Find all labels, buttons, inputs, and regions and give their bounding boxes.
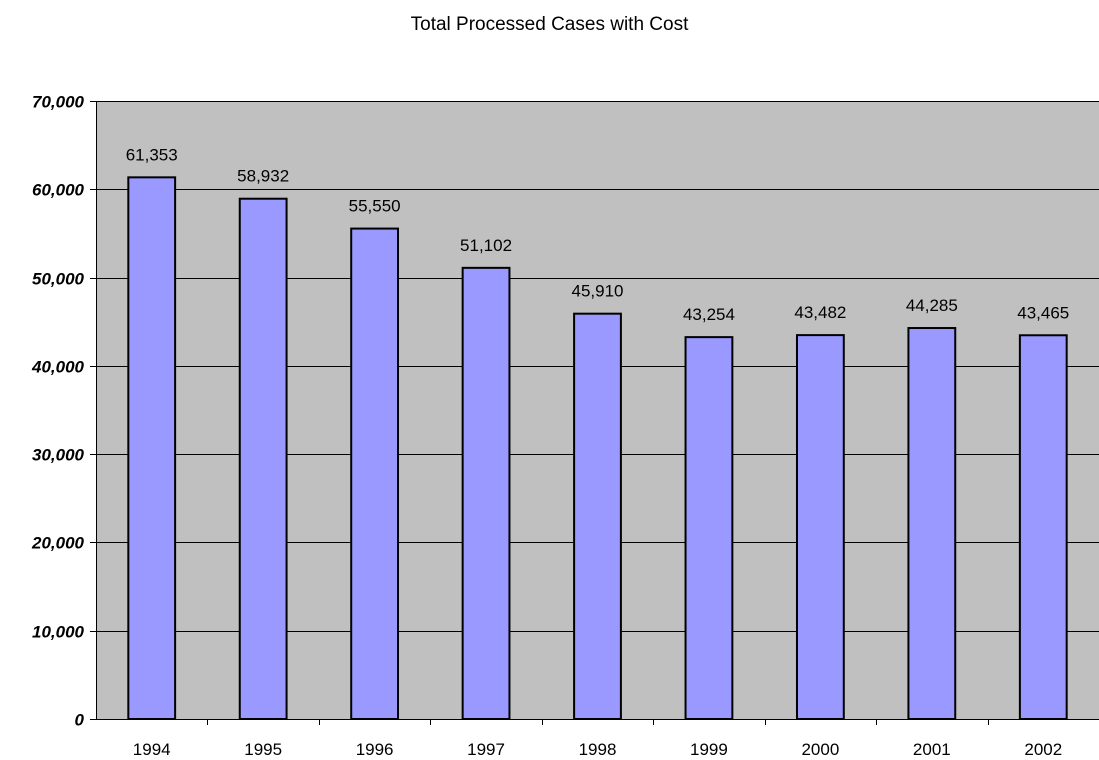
y-tick-label: 40,000	[31, 358, 85, 377]
bar	[238, 197, 288, 721]
data-label: 61,353	[126, 145, 178, 164]
y-tick-label: 30,000	[32, 446, 85, 465]
x-tick-label: 1994	[133, 740, 171, 759]
x-tick-label: 1995	[244, 740, 282, 759]
data-label: 44,285	[906, 296, 958, 315]
x-tick-label: 2001	[913, 740, 951, 759]
x-tick-label: 2002	[1024, 740, 1062, 759]
bar	[573, 312, 622, 720]
y-tick-label: 0	[75, 711, 85, 730]
bar	[795, 334, 845, 720]
data-label: 43,254	[683, 305, 735, 324]
bar	[684, 336, 734, 720]
data-label: 43,465	[1017, 303, 1069, 322]
x-tick-label: 1999	[690, 740, 728, 759]
data-label: 55,550	[349, 197, 401, 216]
bar	[907, 327, 957, 720]
data-label: 51,102	[460, 236, 512, 255]
data-label: 45,910	[572, 282, 624, 301]
x-tick-label: 2000	[801, 740, 839, 759]
x-tick-label: 1998	[579, 740, 617, 759]
bar	[461, 266, 511, 720]
data-label: 43,482	[794, 303, 846, 322]
x-tick-label: 1997	[467, 740, 505, 759]
bar	[127, 176, 177, 721]
y-tick-label: 50,000	[32, 270, 85, 289]
bar	[1018, 334, 1068, 720]
bar	[350, 227, 400, 721]
x-tick-label: 1996	[356, 740, 394, 759]
data-label: 58,932	[237, 167, 289, 186]
y-tick-label: 60,000	[32, 181, 85, 200]
chart-title: Total Processed Cases with Cost	[410, 14, 689, 35]
y-tick-label: 70,000	[32, 93, 85, 112]
y-tick-label: 20,000	[31, 534, 85, 553]
y-tick-label: 10,000	[32, 623, 85, 642]
